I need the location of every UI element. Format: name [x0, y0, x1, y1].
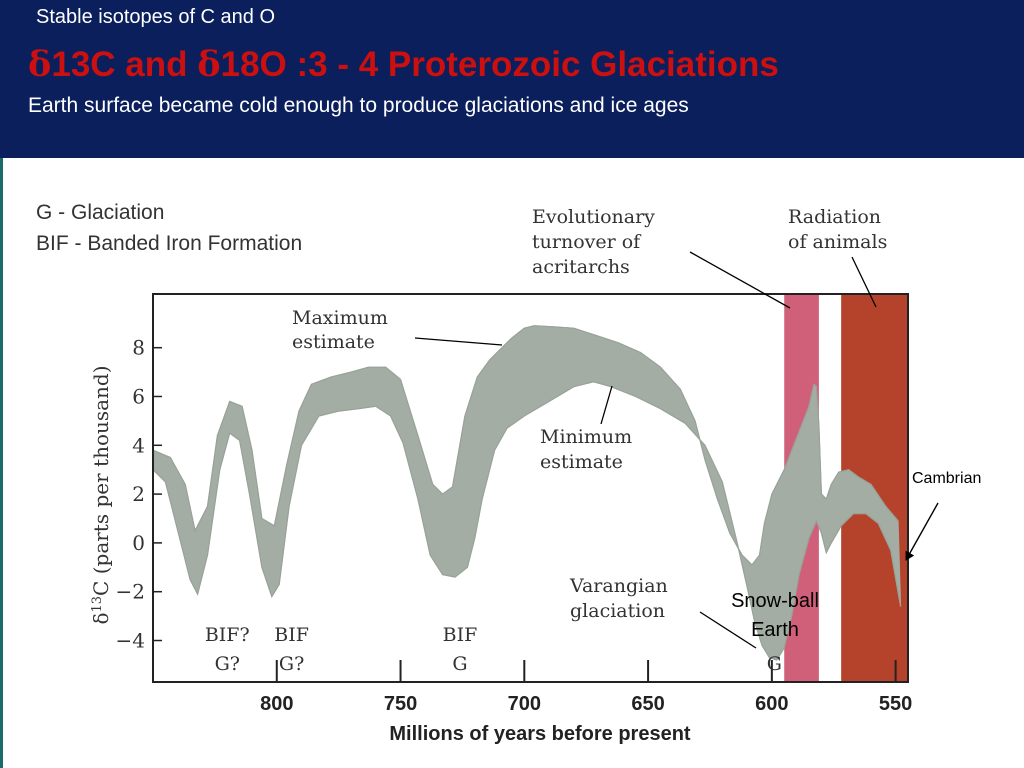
annotation-varangian-line2: glaciation — [570, 600, 665, 622]
event-label-glaciation: G? — [215, 653, 240, 675]
note-glaciation: G - Glaciation — [36, 201, 165, 224]
annotation-maximum-line2: estimate — [292, 331, 375, 353]
annotation-minimum-line2: estimate — [540, 451, 623, 473]
title-part-13c: 13C and — [51, 45, 198, 84]
delta-symbol: δ — [197, 44, 221, 85]
leader-line-maximum — [414, 337, 503, 346]
annotation-turnover-line2: turnover of — [532, 231, 642, 253]
x-tick-label: 800 — [260, 693, 293, 715]
annotation-radiation-line1: Radiation — [788, 206, 881, 228]
y-tick-label: 8 — [132, 336, 145, 360]
event-label-glaciation: G? — [279, 653, 304, 675]
series-minimum-estimate — [152, 381, 902, 661]
plot-frame — [152, 293, 909, 683]
leader-line-varangian — [699, 611, 757, 649]
y-tick-label: 0 — [132, 531, 145, 555]
slide-kicker: Stable isotopes of C and O — [36, 6, 276, 28]
title-part-18o: 18O :3 - 4 Proterozoic Glaciations — [220, 45, 779, 84]
leader-line-turnover — [689, 251, 791, 309]
y-tick-label: −2 — [116, 580, 145, 604]
y-axis-label: δ13C (parts per thousand) — [89, 365, 113, 624]
left-accent-bar — [0, 158, 3, 768]
y-tick-label: −4 — [116, 629, 145, 653]
annotation-minimum-line1: Minimum — [540, 426, 632, 448]
x-axis: 800 750 700 650 600 550 — [260, 660, 912, 715]
y-tick-label: 2 — [132, 482, 145, 506]
x-tick-label: 650 — [631, 693, 664, 715]
event-label-glaciation: G — [767, 653, 782, 675]
leader-line-radiation — [851, 256, 877, 308]
event-label-bif: BIF — [274, 624, 309, 646]
event-label-bif: BIF — [443, 624, 478, 646]
annotation-turnover-line1: Evolutionary — [532, 206, 655, 228]
x-tick-label: 600 — [755, 693, 788, 715]
annotation-snowball-line2: Earth — [751, 619, 799, 641]
delta-symbol: δ — [28, 44, 52, 85]
event-markers: BIF? G? BIF G? BIF G G — [205, 624, 782, 675]
y-axis: 8 6 4 2 0 −2 −4 — [116, 336, 162, 653]
x-tick-label: 700 — [508, 693, 541, 715]
event-label-glaciation: G — [452, 653, 467, 675]
x-tick-label: 750 — [384, 693, 417, 715]
annotation-varangian-line1: Varangian — [569, 575, 668, 597]
annotation-radiation-line2: of animals — [788, 231, 887, 253]
abbreviation-notes: G - Glaciation BIF - Banded Iron Formati… — [36, 197, 302, 259]
y-tick-label: 6 — [132, 384, 145, 408]
slide-title: δ13C and δ18O :3 - 4 Proterozoic Glaciat… — [28, 44, 779, 85]
annotation-turnover-line3: acritarchs — [532, 256, 630, 278]
event-label-bif: BIF? — [205, 624, 250, 646]
cambrian-arrow — [905, 502, 939, 561]
slide-subtitle: Earth surface became cold enough to prod… — [28, 94, 689, 117]
annotation-maximum-line1: Maximum — [292, 307, 388, 329]
leader-line-minimum — [600, 385, 613, 425]
slide-header: Stable isotopes of C and O δ13C and δ18O… — [0, 0, 1024, 158]
annotation-cambrian: Cambrian — [912, 470, 981, 487]
isotope-band — [152, 325, 902, 661]
y-tick-label: 4 — [132, 433, 145, 457]
annotation-snowball-line1: Snow-ball — [731, 590, 819, 612]
series-maximum-estimate — [152, 325, 899, 566]
note-bif: BIF - Banded Iron Formation — [36, 232, 303, 255]
x-tick-label: 550 — [879, 693, 912, 715]
x-axis-label: Millions of years before present — [389, 723, 691, 745]
